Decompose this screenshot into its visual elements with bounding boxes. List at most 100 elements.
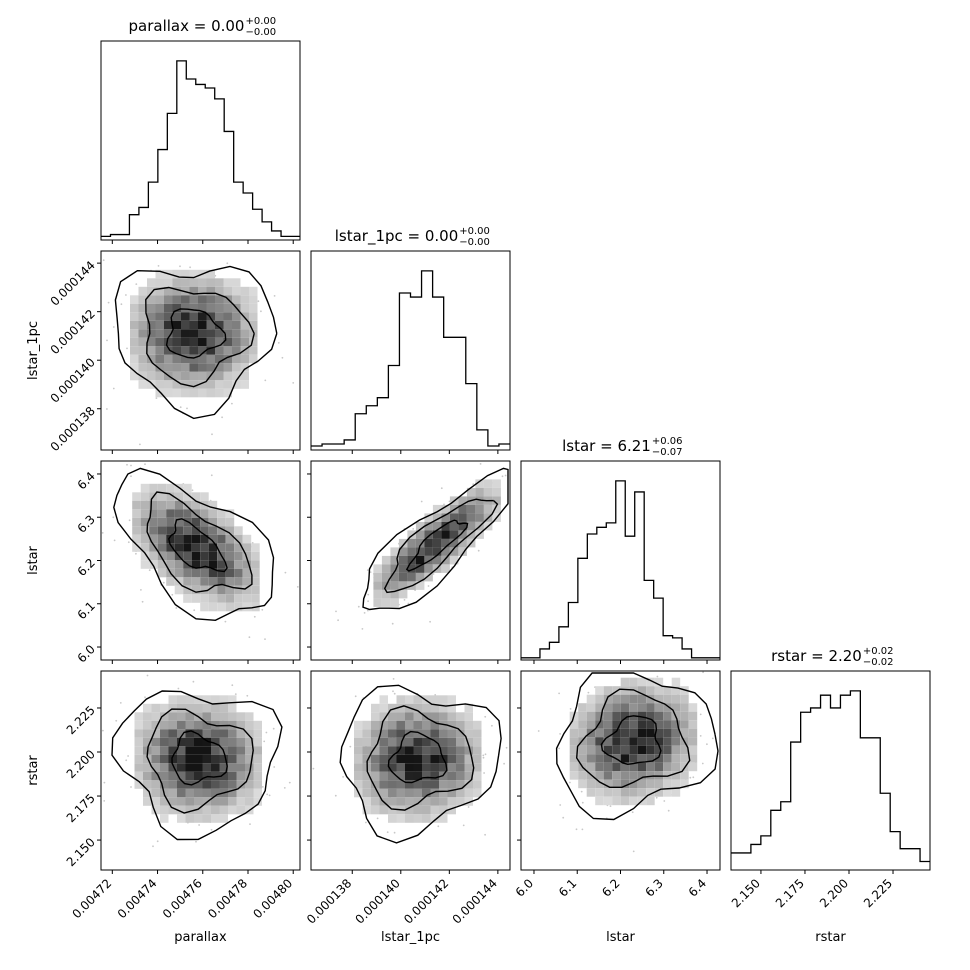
density-cell bbox=[688, 745, 698, 755]
density-cell bbox=[439, 737, 448, 747]
density-cell bbox=[132, 543, 141, 552]
density-cell bbox=[130, 320, 139, 330]
x-tick-label: 0.000144 bbox=[450, 876, 500, 926]
density-cell bbox=[422, 754, 431, 764]
density-cell bbox=[396, 712, 405, 721]
sample-point bbox=[211, 433, 213, 436]
density-cell bbox=[138, 380, 147, 389]
density-cell bbox=[143, 712, 152, 721]
density-cell bbox=[688, 762, 698, 772]
density-cell bbox=[439, 703, 448, 713]
density-cell bbox=[157, 500, 167, 510]
density-cell bbox=[680, 728, 689, 738]
density-cell bbox=[595, 737, 604, 746]
density-cell bbox=[663, 728, 672, 738]
density-cell bbox=[219, 797, 228, 806]
axes-border bbox=[730, 670, 931, 871]
density-cell bbox=[149, 517, 158, 527]
density-cell bbox=[147, 286, 156, 296]
density-cell bbox=[680, 720, 689, 729]
density-cell bbox=[194, 771, 203, 781]
density-cell bbox=[663, 737, 672, 746]
density-cell bbox=[245, 754, 254, 764]
density-cell bbox=[362, 737, 371, 747]
density-cell bbox=[456, 771, 465, 781]
density-cell bbox=[354, 737, 363, 747]
density-cell bbox=[168, 805, 177, 815]
density-cell bbox=[149, 543, 158, 552]
density-cell bbox=[166, 560, 175, 569]
density-cell bbox=[637, 762, 647, 772]
sample-point bbox=[357, 605, 360, 608]
density-cell bbox=[134, 771, 143, 781]
density-cell bbox=[473, 754, 482, 764]
density-cell bbox=[413, 746, 422, 755]
density-cell bbox=[449, 513, 459, 522]
density-cell bbox=[430, 703, 439, 713]
density-cell bbox=[172, 312, 181, 321]
density-cell bbox=[143, 788, 152, 798]
density-cell bbox=[206, 363, 215, 372]
density-cell bbox=[147, 303, 156, 313]
density-cell bbox=[379, 763, 388, 772]
density-cell bbox=[379, 737, 388, 747]
density-cell bbox=[211, 737, 220, 747]
density-cell bbox=[569, 771, 579, 780]
density-cell bbox=[595, 694, 604, 704]
sample-point bbox=[337, 619, 339, 622]
sample-point bbox=[562, 816, 565, 819]
density-cell bbox=[215, 380, 224, 389]
sample-point bbox=[711, 737, 714, 740]
histogram-line bbox=[521, 480, 720, 659]
density-cell bbox=[663, 779, 672, 789]
sample-point bbox=[234, 693, 237, 695]
density-cell bbox=[174, 560, 184, 569]
density-cell bbox=[396, 788, 405, 798]
density-cell bbox=[211, 695, 220, 704]
density-cell bbox=[422, 737, 431, 747]
density-cell bbox=[595, 796, 604, 806]
contour-line bbox=[168, 518, 228, 573]
density-cell bbox=[194, 814, 203, 823]
density-cell bbox=[140, 500, 150, 510]
density-cell bbox=[155, 363, 164, 372]
density-cell bbox=[603, 779, 613, 789]
density-cell bbox=[200, 517, 209, 527]
density-cell bbox=[202, 695, 211, 704]
density-cell bbox=[225, 526, 235, 535]
sample-point bbox=[162, 581, 165, 584]
density-cell bbox=[198, 354, 207, 364]
density-cell bbox=[464, 788, 473, 798]
density-cell bbox=[215, 363, 224, 372]
density-cell bbox=[483, 504, 493, 514]
density-cell bbox=[637, 703, 647, 712]
density-cell bbox=[456, 788, 465, 798]
density-cell bbox=[603, 745, 613, 755]
density-cell bbox=[388, 746, 397, 755]
density-cell bbox=[620, 720, 630, 729]
density-cell bbox=[629, 788, 638, 797]
sample-point bbox=[559, 804, 562, 806]
density-cell bbox=[646, 754, 655, 763]
density-cell bbox=[228, 771, 237, 781]
density-cell bbox=[225, 543, 235, 552]
density-cell bbox=[236, 754, 245, 764]
density-cell bbox=[185, 814, 194, 823]
density-cell bbox=[251, 560, 260, 569]
density-cell bbox=[236, 729, 245, 738]
contour-line bbox=[600, 715, 662, 766]
density-cell bbox=[172, 286, 181, 296]
density-cell bbox=[447, 737, 456, 747]
density-cell bbox=[251, 585, 260, 595]
sample-point bbox=[193, 609, 196, 612]
density-cell bbox=[223, 320, 232, 330]
x-tick-label: 0.00474 bbox=[115, 876, 160, 921]
density-cell bbox=[390, 572, 399, 582]
density-cell bbox=[373, 598, 382, 607]
title-minus: −0.07 bbox=[652, 447, 683, 458]
density-cell bbox=[157, 551, 167, 561]
sample-point bbox=[102, 729, 104, 732]
density-cell bbox=[228, 788, 237, 798]
axes-frame-rstar-rstar: 2.150 2.175 2.200 2.225 bbox=[729, 670, 931, 910]
density-cell bbox=[183, 594, 192, 603]
